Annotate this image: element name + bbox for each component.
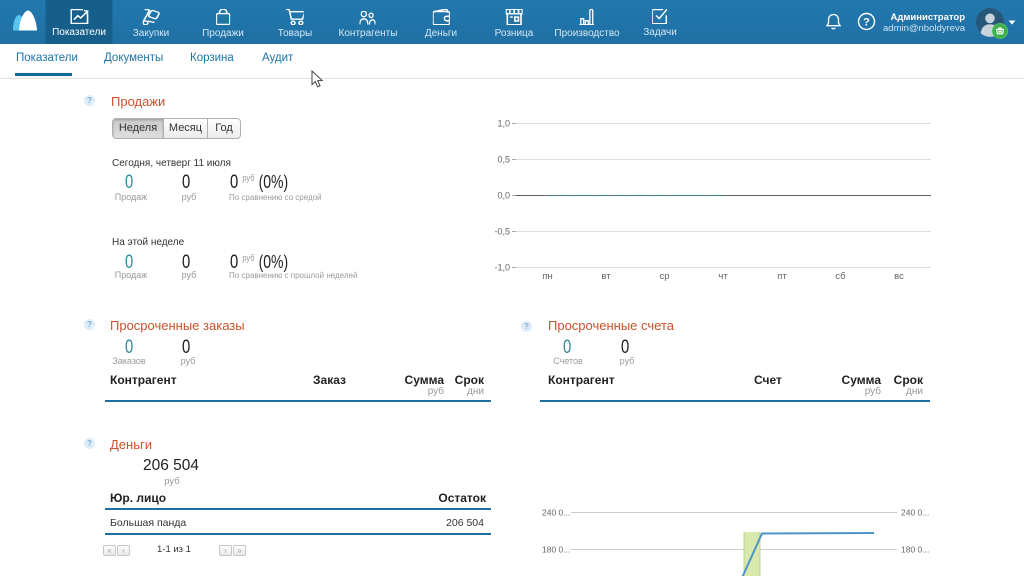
svg-text:вс: вс (894, 271, 904, 282)
svg-text:180 0...: 180 0... (542, 545, 570, 555)
svg-text:сб: сб (835, 271, 846, 282)
svg-text:пт: пт (777, 271, 787, 282)
svg-text:?: ? (863, 16, 870, 28)
svg-text:180 0...: 180 0... (901, 545, 929, 555)
svg-text:чт: чт (718, 271, 728, 282)
svg-text:0,5: 0,5 (497, 155, 510, 165)
svg-text:240 0...: 240 0... (901, 508, 929, 518)
svg-text:1,0: 1,0 (497, 119, 510, 129)
svg-text:вт: вт (601, 271, 611, 282)
svg-text:-1,0: -1,0 (494, 263, 510, 273)
svg-text:-0,5: -0,5 (494, 227, 510, 237)
svg-text:0,0: 0,0 (497, 191, 510, 201)
svg-text:240 0...: 240 0... (542, 508, 570, 518)
svg-text:пн: пн (542, 271, 552, 282)
svg-text:ср: ср (659, 271, 669, 282)
